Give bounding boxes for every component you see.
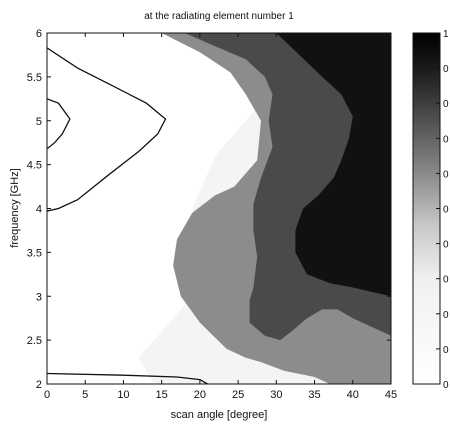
colorbar-ticks: 1 0 0 0 0 0 0 0 0 0 0 <box>436 29 449 391</box>
x-tick-label: 35 <box>308 389 320 401</box>
x-axis: 0 5 10 15 20 25 30 35 40 45 <box>44 33 397 401</box>
colorbar-tick-label: 0 <box>443 99 449 110</box>
x-tick-label: 30 <box>270 389 282 401</box>
y-tick-label: 4.5 <box>27 160 42 172</box>
x-tick-label: 10 <box>117 389 129 401</box>
y-tick-label: 5.5 <box>27 72 42 84</box>
chart-title: at the radiating element number 1 <box>144 11 294 22</box>
y-tick-label: 5 <box>36 116 42 128</box>
colorbar-tick-label: 0 <box>443 240 449 251</box>
colorbar-tick-label: 0 <box>443 205 449 216</box>
y-axis-label: frequency [GHz] <box>9 168 21 247</box>
colorbar-tick-label: 0 <box>443 169 449 180</box>
x-tick-label: 20 <box>194 389 206 401</box>
colorbar-tick-label: 0 <box>443 380 449 391</box>
x-tick-label: 40 <box>347 389 359 401</box>
colorbar-tick-label: 0 <box>443 134 449 145</box>
y-tick-label: 6 <box>36 28 42 40</box>
x-tick-label: 5 <box>82 389 88 401</box>
colorbar <box>412 32 441 385</box>
x-tick-label: 0 <box>44 389 50 401</box>
y-tick-label: 3.5 <box>27 247 42 259</box>
x-axis-label: scan angle [degree] <box>171 409 268 421</box>
x-tick-label: 25 <box>232 389 244 401</box>
colorbar-tick-label: 0 <box>443 64 449 75</box>
y-tick-label: 3 <box>36 291 42 303</box>
y-tick-label: 2 <box>36 379 42 391</box>
y-axis: 2 2.5 3 3.5 4 4.5 5 5.5 6 <box>27 28 391 391</box>
colorbar-tick-label: 0 <box>443 310 449 321</box>
y-tick-label: 2.5 <box>27 335 42 347</box>
x-tick-label: 45 <box>385 389 397 401</box>
colorbar-tick-label: 0 <box>443 345 449 356</box>
y-tick-label: 4 <box>36 204 42 216</box>
heatmap-region-4 <box>276 33 391 297</box>
heatmap-regions <box>138 33 391 384</box>
contour-line-3 <box>47 372 208 384</box>
contour-line-1 <box>47 47 167 212</box>
x-tick-label: 15 <box>156 389 168 401</box>
colorbar-tick-label: 0 <box>443 275 449 286</box>
contour-line-2 <box>47 98 71 150</box>
contour-lines <box>47 47 208 384</box>
colorbar-tick-label: 1 <box>443 29 449 40</box>
